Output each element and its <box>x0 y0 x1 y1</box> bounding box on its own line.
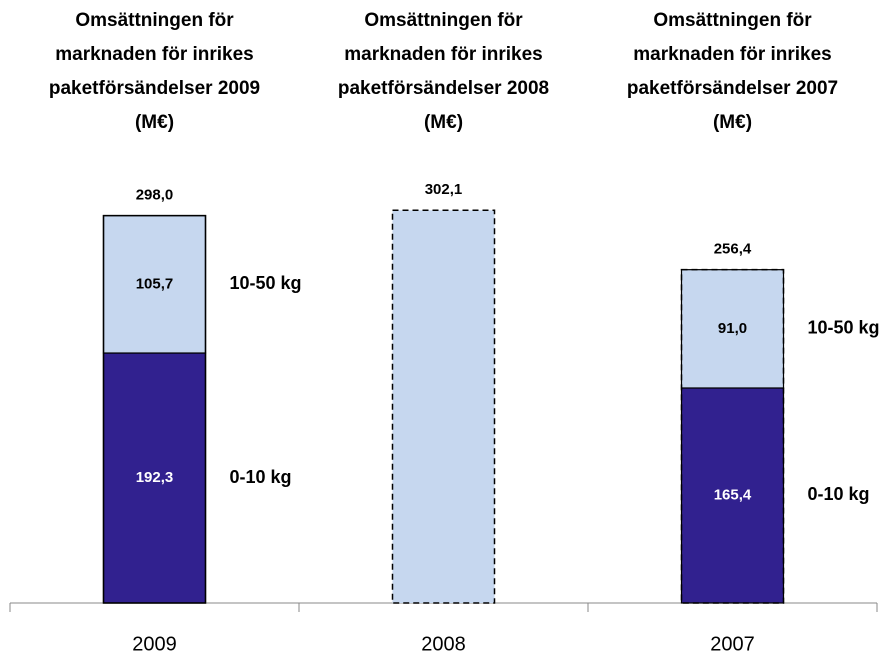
value-label: 105,7 <box>136 275 174 292</box>
bar-total <box>680 268 785 604</box>
column-title: Omsättningen för marknaden för inrikes p… <box>337 10 550 133</box>
column-title: Omsättningen för marknaden för inrikes p… <box>48 10 261 133</box>
value-label: 91,0 <box>718 320 747 337</box>
total-label: 298,0 <box>136 187 174 204</box>
column-title: Omsättningen för marknaden för inrikes p… <box>626 10 839 133</box>
value-label: 192,3 <box>136 469 174 486</box>
legend-label: 0-10 kg <box>808 484 870 504</box>
total-label: 256,4 <box>714 241 752 258</box>
x-tick-label: 2008 <box>421 633 466 655</box>
legend-label: 0-10 kg <box>230 467 292 487</box>
value-label: 165,4 <box>714 486 752 503</box>
bar-total <box>102 214 207 604</box>
legend-label: 10-50 kg <box>230 273 302 293</box>
x-tick-label: 2009 <box>132 633 177 655</box>
x-tick-label: 2007 <box>710 633 755 655</box>
legend-label: 10-50 kg <box>808 318 880 338</box>
total-label: 302,1 <box>425 181 463 198</box>
bar-total <box>391 209 496 604</box>
